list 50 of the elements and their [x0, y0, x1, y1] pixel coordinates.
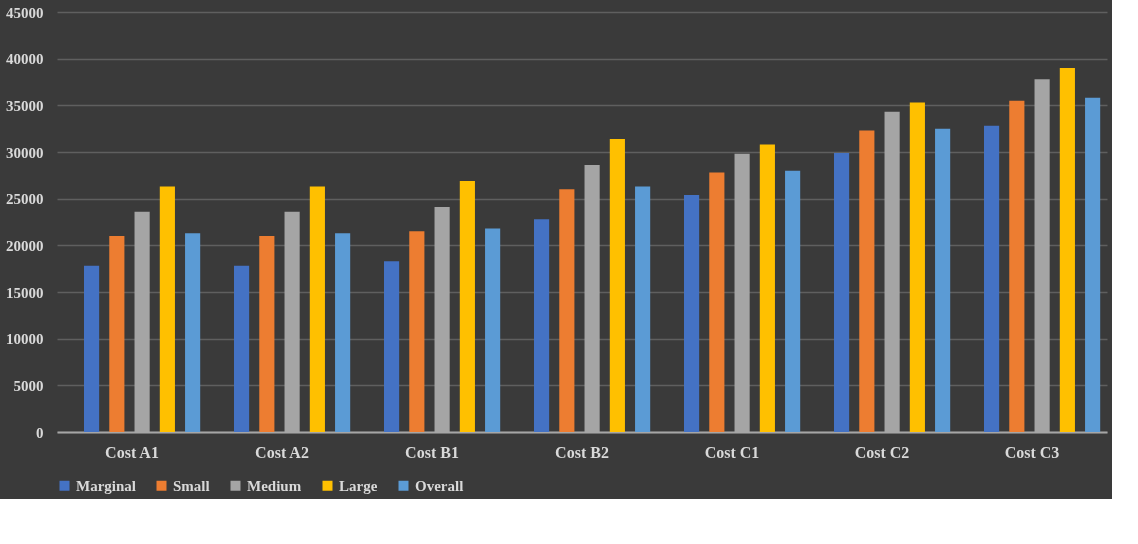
y-tick-label: 10000 [6, 331, 44, 348]
bar [935, 128, 951, 432]
x-tick-label: Cost B1 [405, 443, 459, 461]
bar [559, 189, 575, 432]
bar [609, 138, 625, 432]
y-tick-label: 5000 [13, 377, 44, 394]
legend-label: Medium [247, 477, 302, 494]
bar [684, 194, 700, 432]
bar [909, 102, 925, 432]
y-tick-label: 15000 [6, 284, 44, 301]
bar [1085, 97, 1101, 432]
bar [159, 186, 175, 432]
legend-label: Marginal [76, 477, 136, 494]
y-tick-label: 40000 [6, 51, 44, 68]
bar [384, 261, 400, 432]
bar [1009, 100, 1025, 432]
legend-label: Overall [415, 477, 464, 494]
y-tick-label: 20000 [6, 237, 44, 254]
bar [534, 219, 550, 432]
bar [834, 152, 850, 432]
bar [485, 228, 501, 432]
x-tick-label: Cost C3 [1004, 443, 1060, 461]
bar [259, 236, 275, 432]
bar [785, 170, 801, 432]
legend-label: Large [339, 477, 378, 494]
y-tick-label: 30000 [6, 144, 44, 161]
bar [1059, 68, 1075, 432]
bar [409, 231, 425, 432]
legend-label: Small [173, 477, 210, 494]
x-tick-label: Cost A2 [255, 443, 309, 461]
y-tick-label: 35000 [6, 97, 44, 114]
y-tick-label: 25000 [6, 191, 44, 208]
bar [335, 233, 351, 432]
bar [984, 125, 1000, 432]
bar [185, 233, 201, 432]
x-tick-label: Cost C1 [704, 443, 760, 461]
bar [234, 265, 250, 432]
bar [84, 265, 100, 432]
bar [759, 144, 775, 432]
bar [459, 180, 475, 432]
bar [709, 172, 725, 432]
bar [635, 186, 651, 432]
bar [109, 236, 125, 432]
bar [859, 130, 875, 432]
y-tick-label: 0 [36, 424, 44, 441]
bar [309, 186, 325, 432]
x-tick-label: Cost C2 [854, 443, 910, 461]
y-tick-label: 45000 [6, 4, 44, 21]
x-tick-label: Cost B2 [555, 443, 609, 461]
x-tick-label: Cost A1 [105, 443, 159, 461]
